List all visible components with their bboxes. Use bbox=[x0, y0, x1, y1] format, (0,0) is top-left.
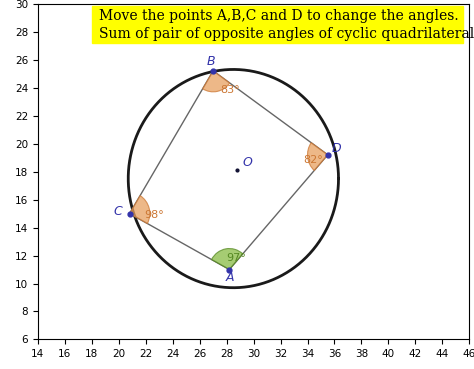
Wedge shape bbox=[203, 71, 230, 92]
Text: A: A bbox=[225, 271, 234, 284]
Text: B: B bbox=[206, 55, 215, 68]
Text: 97°: 97° bbox=[227, 253, 246, 263]
Text: C: C bbox=[113, 205, 122, 218]
Wedge shape bbox=[211, 249, 243, 269]
FancyBboxPatch shape bbox=[92, 7, 463, 43]
Text: Move the points A,B,C and D to change the angles.: Move the points A,B,C and D to change th… bbox=[99, 9, 458, 23]
Text: Sum of pair of opposite angles of cyclic quadrilateral is 180°.: Sum of pair of opposite angles of cyclic… bbox=[99, 27, 474, 41]
Text: 98°: 98° bbox=[145, 210, 164, 220]
Text: O: O bbox=[243, 156, 253, 169]
Text: 83°: 83° bbox=[220, 85, 239, 95]
Text: 82°: 82° bbox=[303, 155, 323, 165]
Wedge shape bbox=[308, 143, 328, 170]
Wedge shape bbox=[129, 196, 150, 224]
Text: D: D bbox=[332, 142, 341, 155]
